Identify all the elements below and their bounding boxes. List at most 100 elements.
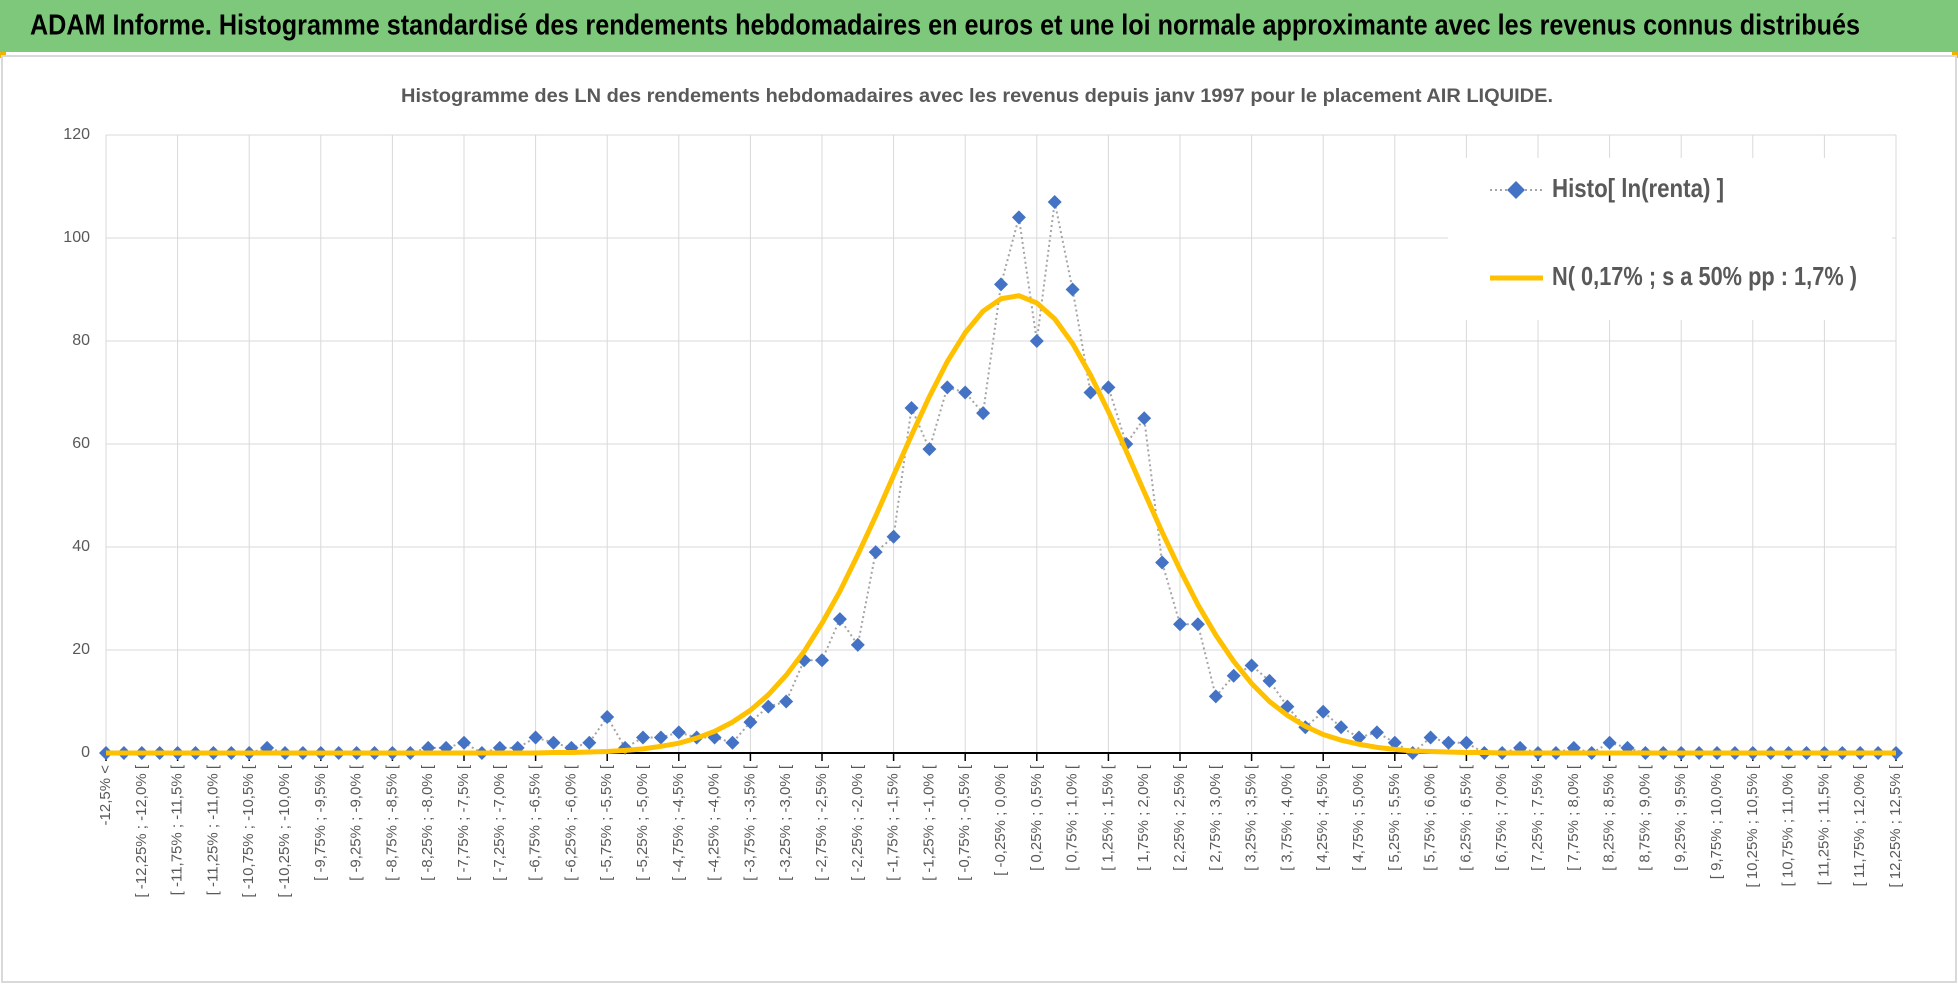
histo-marker	[725, 735, 740, 750]
x-tick-label: [ 4,25% ; 4,5% [	[1314, 764, 1331, 871]
x-tick-label: [ 3,25% ; 3,5% [	[1243, 764, 1260, 871]
histo-marker	[1137, 411, 1152, 426]
x-tick-label: [ -8,75% ; -8,5% [	[383, 764, 400, 881]
histo-marker	[922, 442, 937, 457]
x-tick-label: [ -1,75% ; -1,5% [	[885, 764, 902, 881]
x-tick-label: [ 11,25% ; 11,5% [	[1815, 764, 1832, 885]
histo-marker	[832, 612, 847, 627]
histo-marker	[886, 529, 901, 544]
histo-marker	[1262, 673, 1277, 688]
histo-marker	[1155, 555, 1170, 570]
histo-marker	[636, 730, 650, 745]
normal-curve	[106, 293, 1896, 756]
x-tick-label: [ -10,25% ; -10,0% [	[276, 764, 293, 897]
x-tick-label: [ 9,25% ; 9,5% [	[1672, 764, 1689, 871]
x-tick-label: [ 10,75% ; 11,0% [	[1780, 764, 1797, 886]
x-tick-label: [ -10,75% ; -10,5% [	[240, 764, 257, 897]
x-tick-label: [ 6,75% ; 7,0% [	[1493, 764, 1510, 871]
x-tick-label: [ -5,75% ; -5,5% [	[598, 764, 615, 881]
histo-marker	[815, 653, 829, 668]
x-tick-label: [ 4,75% ; 5,0% [	[1350, 764, 1367, 871]
histo-marker	[457, 735, 471, 750]
x-tick-label: [ -1,25% ; -1,0% [	[920, 764, 937, 881]
histo-marker	[1029, 334, 1044, 348]
x-tick-label: [ -11,75% ; -11,5% [	[169, 764, 186, 895]
histo-marker	[743, 715, 758, 730]
x-tick-label: [ 10,25% ; 10,5% [	[1744, 764, 1761, 887]
banner	[0, 0, 1958, 52]
histo-marker	[1208, 689, 1223, 704]
legend-box	[1448, 158, 1892, 320]
x-tick-label: [ -5,25% ; -5,0% [	[634, 764, 651, 881]
histo-marker	[868, 545, 883, 560]
histo-marker	[761, 699, 776, 714]
y-tick-label: 120	[63, 126, 90, 143]
x-tick-label: [ -6,75% ; -6,5% [	[527, 764, 544, 881]
y-tick-label: 20	[72, 641, 90, 658]
histo-marker	[546, 735, 561, 750]
x-tick-label: [ 5,75% ; 6,0% [	[1422, 764, 1439, 871]
x-tick-label: [ 3,75% ; 4,0% [	[1278, 764, 1295, 871]
x-tick-label: [ -4,25% ; -4,0% [	[706, 764, 723, 881]
histo-marker	[1423, 730, 1438, 745]
histo-marker	[1459, 735, 1474, 750]
legend-label: N( 0,17% ; s a 50% pp : 1,7% )	[1552, 261, 1857, 291]
histo-marker	[1101, 380, 1116, 395]
legend-marker	[1507, 181, 1525, 199]
histo-marker	[958, 385, 973, 400]
histo-marker	[976, 406, 991, 421]
histo-marker	[600, 709, 615, 724]
histo-marker	[940, 380, 955, 395]
x-tick-label: [ 11,75% ; 12,0% [	[1851, 764, 1868, 886]
histo-marker	[1387, 735, 1402, 750]
x-tick-label: [ -2,25% ; -2,0% [	[849, 764, 866, 881]
x-tick-label: [ 2,25% ; 2,5% [	[1171, 764, 1188, 871]
histo-marker	[1047, 194, 1062, 209]
x-tick-label: [ -0,75% ; -0,5% [	[956, 764, 973, 881]
legend-label: Histo[ ln(renta) ]	[1552, 173, 1724, 203]
histo-marker	[850, 637, 865, 652]
x-tick-label: [ 8,75% ; 9,0% [	[1636, 764, 1653, 871]
histo-marker	[1369, 725, 1384, 740]
histo-marker	[528, 730, 543, 745]
x-tick-label: [ -11,25% ; -11,0% [	[204, 764, 221, 895]
histo-marker	[1083, 385, 1098, 400]
x-tick-label: [ 6,25% ; 6,5% [	[1457, 764, 1474, 871]
x-tick-label: [ -0,25% ; 0,0% [	[992, 764, 1009, 876]
x-tick-label: [ 2,75% ; 3,0% [	[1207, 764, 1224, 871]
x-tick-label: [ 9,75% ; 10,0% [	[1708, 764, 1725, 879]
x-tick-label: [ 1,75% ; 2,0% [	[1135, 764, 1152, 871]
x-tick-label: [ 7,75% ; 8,0% [	[1565, 764, 1582, 871]
x-tick-label: [ -7,25% ; -7,0% [	[491, 764, 508, 881]
x-tick-label: [ -3,25% ; -3,0% [	[777, 764, 794, 881]
histo-marker	[1226, 668, 1241, 683]
y-tick-label: 60	[72, 435, 90, 452]
x-tick-label: [ 12,25% ; 12,5% [	[1887, 764, 1904, 887]
histo-marker	[653, 730, 668, 745]
x-tick-label: [ -2,75% ; -2,5% [	[813, 764, 830, 881]
x-tick-label: [ -8,25% ; -8,0% [	[419, 764, 436, 881]
x-tick-label: [ -7,75% ; -7,5% [	[455, 764, 472, 881]
histo-marker	[994, 277, 1008, 292]
chart-title: Histogramme des LN des rendements hebdom…	[401, 86, 1553, 107]
histo-marker	[1173, 617, 1187, 632]
histo-marker	[671, 725, 686, 740]
histo-marker	[1244, 658, 1259, 673]
x-tick-label: [ 0,75% ; 1,0% [	[1064, 764, 1081, 871]
y-tick-label: 80	[72, 332, 90, 349]
y-tick-label: 0	[81, 744, 90, 761]
x-tick-label: [ 8,25% ; 8,5% [	[1601, 764, 1618, 871]
x-tick-label: [ 0,25% ; 0,5% [	[1028, 764, 1045, 871]
x-tick-label: [ 7,25% ; 7,5% [	[1529, 764, 1546, 871]
x-tick-label: [ 1,25% ; 1,5% [	[1099, 764, 1116, 871]
x-tick-label: [ -9,75% ; -9,5% [	[312, 764, 329, 881]
x-tick-label: [ -12,25% ; -12,0% [	[133, 764, 150, 897]
histo-marker	[779, 694, 794, 709]
x-tick-label: [ -4,75% ; -4,5% [	[670, 764, 687, 881]
histo-marker	[1602, 735, 1617, 750]
x-tick-label: [ -9,25% ; -9,0% [	[348, 764, 365, 881]
histo-marker	[1441, 735, 1456, 750]
x-tick-label: -12,5% <	[97, 765, 114, 826]
banner-title: ADAM Informe. Histogramme standardisé de…	[30, 10, 1860, 42]
x-tick-label: [ -3,75% ; -3,5% [	[741, 764, 758, 881]
